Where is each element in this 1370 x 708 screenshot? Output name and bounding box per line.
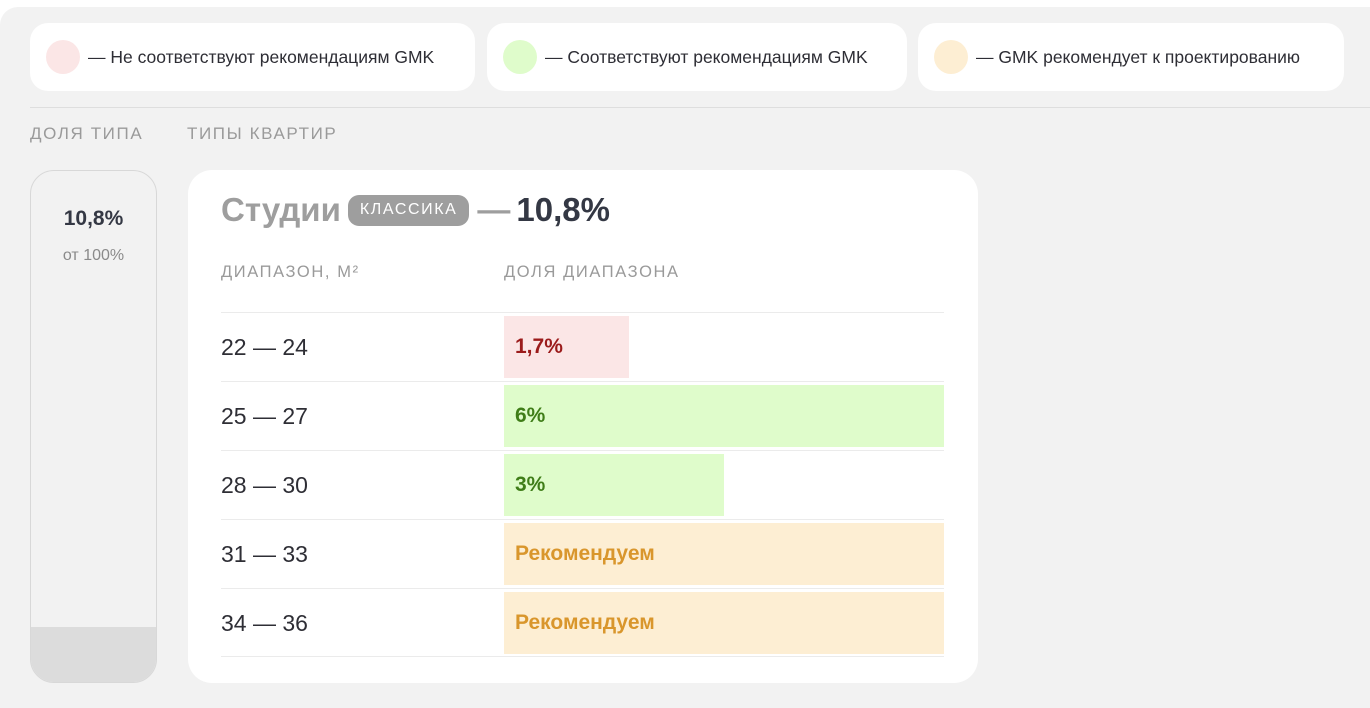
type-card-header: Студии КЛАССИКА — 10,8%: [221, 190, 610, 230]
table-row: 28 — 30 3%: [221, 450, 944, 519]
type-percent: 10,8%: [516, 191, 610, 228]
range-table: 22 — 24 1,7% 25 — 27 6% 28 — 30 3% 31 — 33 Реко…: [221, 312, 944, 657]
table-row: 25 — 27 6%: [221, 381, 944, 450]
range-share-bar: Рекомендуем: [504, 592, 944, 654]
share-column-label: ДОЛЯ ТИПА: [30, 124, 144, 143]
type-share-indicator: 10,8% от 100%: [30, 170, 157, 683]
table-row: 34 — 36 Рекомендуем: [221, 588, 944, 657]
range-share-bar: 1,7%: [504, 316, 629, 378]
types-column-label: ТИПЫ КВАРТИР: [187, 124, 338, 143]
type-name: Студии: [221, 191, 341, 228]
legend-dot-green-icon: [503, 40, 537, 74]
table-row: 22 — 24 1,7%: [221, 312, 944, 381]
legend-divider: [30, 107, 1370, 108]
range-value: 31 — 33: [221, 541, 308, 567]
range-header: ДИАПАЗОН, М²: [221, 263, 360, 281]
type-card-studios: Студии КЛАССИКА — 10,8% ДИАПАЗОН, М² ДОЛ…: [188, 170, 978, 683]
range-value: 28 — 30: [221, 472, 308, 498]
range-share-header: ДОЛЯ ДИАПАЗОНА: [504, 263, 680, 281]
type-dash: —: [477, 191, 511, 228]
range-share-bar: 6%: [504, 385, 944, 447]
type-share-sub: от 100%: [62, 247, 125, 264]
legend-recommended: — GMK рекомендует к проектированию: [918, 23, 1344, 91]
apartment-types-panel: — Не соответствуют рекомендациям GMK — С…: [0, 7, 1370, 708]
type-class-badge: КЛАССИКА: [347, 194, 470, 226]
range-share-track: 3%: [504, 454, 944, 516]
range-share-track: Рекомендуем: [504, 592, 944, 654]
range-share-bar: Рекомендуем: [504, 523, 944, 585]
range-value: 34 — 36: [221, 610, 308, 636]
range-share-track: Рекомендуем: [504, 523, 944, 585]
range-value: 25 — 27: [221, 403, 308, 429]
legend-compliant: — Соответствуют рекомендациям GMK: [487, 23, 907, 91]
table-row: 31 — 33 Рекомендуем: [221, 519, 944, 588]
legend-dot-orange-icon: [934, 40, 968, 74]
legend-label: — GMK рекомендует к проектированию: [976, 46, 1301, 67]
range-share-bar: 3%: [504, 454, 724, 516]
legend-label: — Соответствуют рекомендациям GMK: [545, 46, 868, 67]
type-share-fill: [31, 626, 156, 682]
range-value: 22 — 24: [221, 334, 308, 360]
legend-dot-red-icon: [46, 40, 80, 74]
legend-label: — Не соответствуют рекомендациям GMK: [88, 46, 435, 67]
legend-not-compliant: — Не соответствуют рекомендациям GMK: [30, 23, 475, 91]
type-share-value: 10,8%: [63, 207, 124, 230]
range-share-track: 6%: [504, 385, 944, 447]
range-share-track: 1,7%: [504, 316, 944, 378]
